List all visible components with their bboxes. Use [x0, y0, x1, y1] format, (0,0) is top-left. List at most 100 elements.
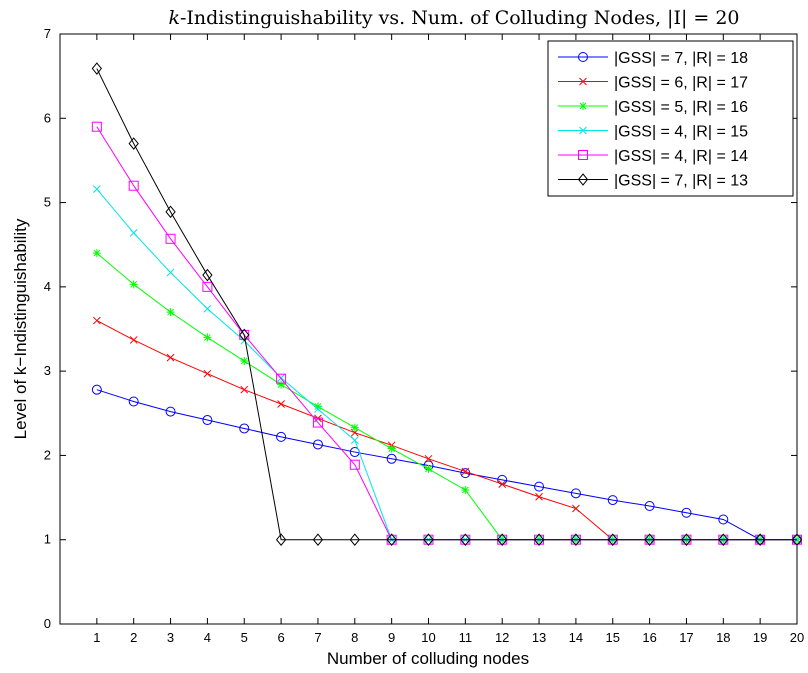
data-point: [460, 533, 471, 547]
data-point: [166, 308, 175, 317]
data-point: [312, 533, 324, 547]
data-point: [239, 328, 250, 342]
data-point: [314, 405, 322, 413]
x-tick-label: 8: [351, 630, 358, 645]
data-point: [91, 62, 102, 75]
series-line: [96, 389, 797, 541]
data-point: [92, 249, 101, 258]
data-point: [424, 464, 433, 473]
legend-marker: [578, 150, 588, 160]
x-tick-label: 1: [93, 630, 100, 645]
data-point: [461, 467, 470, 476]
data-point: [350, 423, 359, 432]
data-point: [424, 454, 433, 463]
y-axis: 0 1 2 3 4 5 6 7: [44, 26, 797, 631]
data-point: [202, 268, 213, 282]
x-tick-label: 11: [459, 630, 473, 645]
data-point: [165, 233, 176, 244]
legend-label: |GSS| = 6, |R| = 17: [614, 75, 748, 92]
x-tick-label: 12: [495, 630, 509, 645]
x-axis-label: Number of colluding nodes: [327, 649, 529, 668]
legend-box: [547, 40, 794, 197]
legend-entry: |GSS| = 4, |R| = 14: [558, 148, 748, 165]
x-tick-label: 15: [606, 630, 620, 645]
legend-entry: |GSS| = 4, |R| = 15: [558, 124, 748, 141]
data-point: [129, 336, 138, 344]
y-tick-label: 6: [44, 110, 51, 125]
data-point: [128, 396, 139, 407]
data-point: [607, 533, 618, 547]
legend-marker: [579, 77, 587, 86]
legend-entry: |GSS| = 5, |R| = 16: [558, 99, 748, 116]
legend-entry: |GSS| = 6, |R| = 17: [558, 75, 748, 92]
legend: |GSS| = 7, |R| = 18 |GSS| = 6, |R| = 17 |G…: [547, 40, 794, 197]
x-tick-label: 10: [421, 630, 435, 645]
x-tick-label: 19: [753, 630, 767, 645]
legend-label: |GSS| = 4, |R| = 14: [614, 148, 748, 165]
data-point: [644, 533, 655, 547]
data-point: [718, 514, 729, 525]
data-point: [92, 185, 101, 193]
data-point: [534, 481, 545, 492]
data-point: [535, 492, 543, 501]
legend-label: |GSS| = 5, |R| = 16: [614, 99, 748, 116]
data-point: [275, 533, 287, 547]
data-point: [386, 453, 397, 464]
y-tick-label: 3: [44, 363, 51, 378]
data-point: [570, 488, 581, 499]
data-point: [312, 439, 323, 450]
x-tick-label: 6: [277, 630, 284, 645]
chart-title-prefix: k: [168, 7, 180, 29]
chart-title-rest: -Indistinguishability vs. Num. of Collud…: [180, 7, 740, 29]
data-point: [461, 485, 470, 494]
data-point: [91, 384, 102, 395]
series-layer: [91, 62, 803, 547]
data-point: [498, 480, 507, 488]
x-tick-label: 4: [204, 630, 211, 645]
data-point: [533, 533, 545, 547]
legend-label: |GSS| = 4, |R| = 15: [614, 124, 748, 141]
data-point: [203, 333, 212, 342]
y-axis-label: Level of k−Indistinguishability: [11, 218, 30, 439]
chart-title: k-Indistinguishability vs. Num. of Collu…: [168, 7, 739, 29]
data-point: [791, 533, 803, 547]
y-tick-label: 4: [44, 279, 51, 294]
y-tick-label: 2: [44, 447, 51, 462]
y-tick-label: 1: [44, 532, 51, 547]
x-tick-label: 18: [716, 630, 730, 645]
data-point: [92, 316, 101, 325]
data-point: [607, 495, 618, 506]
data-point: [313, 402, 322, 411]
legend-marker: [577, 173, 589, 186]
x-tick-label: 16: [642, 630, 656, 645]
data-point: [755, 533, 766, 547]
data-point: [129, 229, 138, 237]
legend-label: |GSS| = 7, |R| = 18: [614, 50, 748, 67]
data-point: [349, 533, 360, 547]
legend-marker: [578, 52, 588, 62]
x-axis: 1 2 3 4 5 6 7 8 9 10 11 12 13 14 15 16 17 18 19 20: [93, 34, 804, 645]
x-tick-label: 7: [314, 630, 321, 645]
series-line: [96, 68, 797, 541]
y-tick-label: 7: [44, 26, 51, 41]
data-point: [240, 357, 249, 366]
data-point: [202, 281, 213, 292]
x-tick-label: 2: [130, 630, 137, 645]
y-tick-label: 5: [44, 195, 51, 210]
data-point: [203, 369, 212, 378]
data-point: [423, 533, 434, 547]
y-tick-label: 0: [44, 616, 51, 631]
data-point: [386, 533, 397, 547]
data-point: [387, 444, 396, 453]
data-point: [128, 137, 139, 150]
data-point: [718, 533, 729, 547]
data-point: [277, 380, 286, 389]
x-tick-label: 9: [388, 630, 395, 645]
data-point: [277, 400, 285, 408]
data-point: [497, 533, 508, 547]
data-point: [570, 533, 582, 547]
data-point: [312, 417, 323, 428]
data-point: [165, 406, 176, 417]
data-point: [572, 504, 580, 513]
